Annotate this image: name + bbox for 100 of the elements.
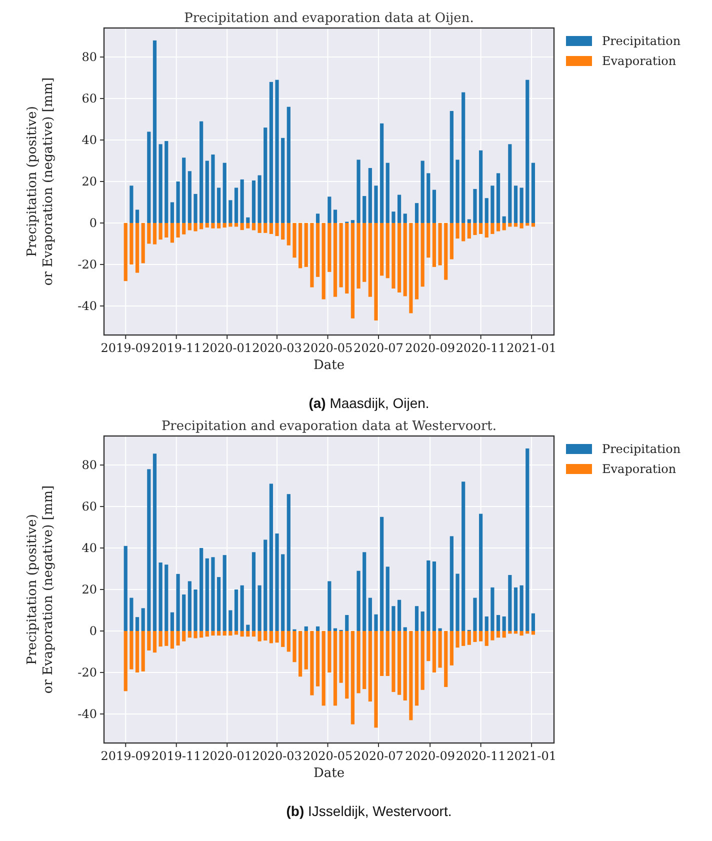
bar xyxy=(414,203,419,223)
bar xyxy=(397,630,402,695)
bar xyxy=(362,552,366,631)
bar xyxy=(222,162,226,223)
bar xyxy=(147,469,151,631)
bar xyxy=(211,630,215,636)
bar xyxy=(205,222,209,228)
bar xyxy=(386,222,390,278)
bar xyxy=(298,222,302,268)
bar xyxy=(322,222,326,300)
bar xyxy=(170,630,174,649)
y-axis-title: Precipitation (positive) or Evaporation (negative) [mm] xyxy=(25,77,56,286)
bar xyxy=(194,222,198,232)
bar xyxy=(269,484,273,631)
bar xyxy=(216,222,221,228)
bar xyxy=(124,222,128,282)
bar xyxy=(275,533,279,631)
bar xyxy=(403,222,407,296)
bar xyxy=(222,630,226,636)
bar xyxy=(362,630,366,690)
bar xyxy=(403,214,407,223)
x-tick-label: 2020-03 xyxy=(252,749,302,763)
bar xyxy=(176,574,180,631)
bar xyxy=(397,222,402,292)
x-tick-label: 2020-09 xyxy=(405,341,455,355)
bar xyxy=(450,222,454,260)
bar xyxy=(234,630,238,635)
bar xyxy=(252,552,256,631)
bar xyxy=(222,222,226,228)
bar xyxy=(258,585,262,631)
bar xyxy=(514,186,518,223)
bar xyxy=(240,179,244,223)
bar xyxy=(514,630,518,634)
bar xyxy=(252,180,256,223)
bar xyxy=(450,536,454,631)
bar xyxy=(170,222,174,243)
bar xyxy=(176,182,180,223)
bar xyxy=(188,630,192,638)
bar xyxy=(450,630,454,666)
bar xyxy=(205,558,209,631)
bar xyxy=(310,630,314,696)
bar xyxy=(490,222,494,234)
x-tick-label: 2020-07 xyxy=(354,341,404,355)
x-tick-label: 2019-11 xyxy=(151,749,202,763)
bar xyxy=(490,186,494,223)
bar xyxy=(275,630,279,643)
bar xyxy=(328,196,332,223)
bar xyxy=(526,80,530,223)
x-tick-label: 2020-01 xyxy=(202,341,252,355)
bar xyxy=(420,222,424,287)
bar xyxy=(374,614,378,631)
bar xyxy=(182,594,186,631)
bar xyxy=(170,202,174,223)
bar xyxy=(392,606,396,631)
bar xyxy=(316,626,320,631)
bar xyxy=(403,627,407,631)
bar xyxy=(473,188,477,223)
bar xyxy=(158,562,162,631)
bar xyxy=(456,222,460,239)
bar xyxy=(228,630,232,636)
bar xyxy=(216,188,221,223)
y-tick-label: -20 xyxy=(78,258,97,272)
bar xyxy=(164,222,168,238)
bar xyxy=(508,222,512,227)
legend-label: Evaporation xyxy=(602,54,676,68)
bar xyxy=(135,617,140,631)
y-tick-label: -40 xyxy=(78,707,97,722)
bar xyxy=(194,590,198,631)
bar xyxy=(246,222,250,228)
bar xyxy=(356,222,360,289)
legend-label: Evaporation xyxy=(602,462,676,476)
bar xyxy=(526,448,530,631)
bar xyxy=(380,222,384,276)
bar xyxy=(502,216,506,223)
bar xyxy=(124,630,128,692)
bar xyxy=(141,222,145,264)
bar xyxy=(345,615,349,631)
bar xyxy=(216,577,221,631)
x-tick-label: 2020-03 xyxy=(252,341,302,355)
bar xyxy=(484,630,488,646)
bar xyxy=(520,222,524,228)
bar xyxy=(141,608,145,631)
bar xyxy=(194,630,198,638)
x-tick-label: 2021-01 xyxy=(506,341,556,355)
y-tick-label: 60 xyxy=(82,92,97,106)
bar xyxy=(462,92,466,223)
bar xyxy=(508,574,512,631)
bar xyxy=(152,454,157,631)
y-tick-label: 40 xyxy=(82,133,97,148)
legend-label: Precipitation xyxy=(602,442,681,456)
bar xyxy=(467,219,471,223)
bar xyxy=(281,630,285,647)
bar xyxy=(286,106,290,223)
bar xyxy=(479,150,483,223)
bar xyxy=(135,222,140,273)
bar xyxy=(252,222,256,230)
bar xyxy=(374,186,378,223)
bar xyxy=(438,222,442,266)
bar xyxy=(240,222,244,230)
bar xyxy=(234,590,238,631)
